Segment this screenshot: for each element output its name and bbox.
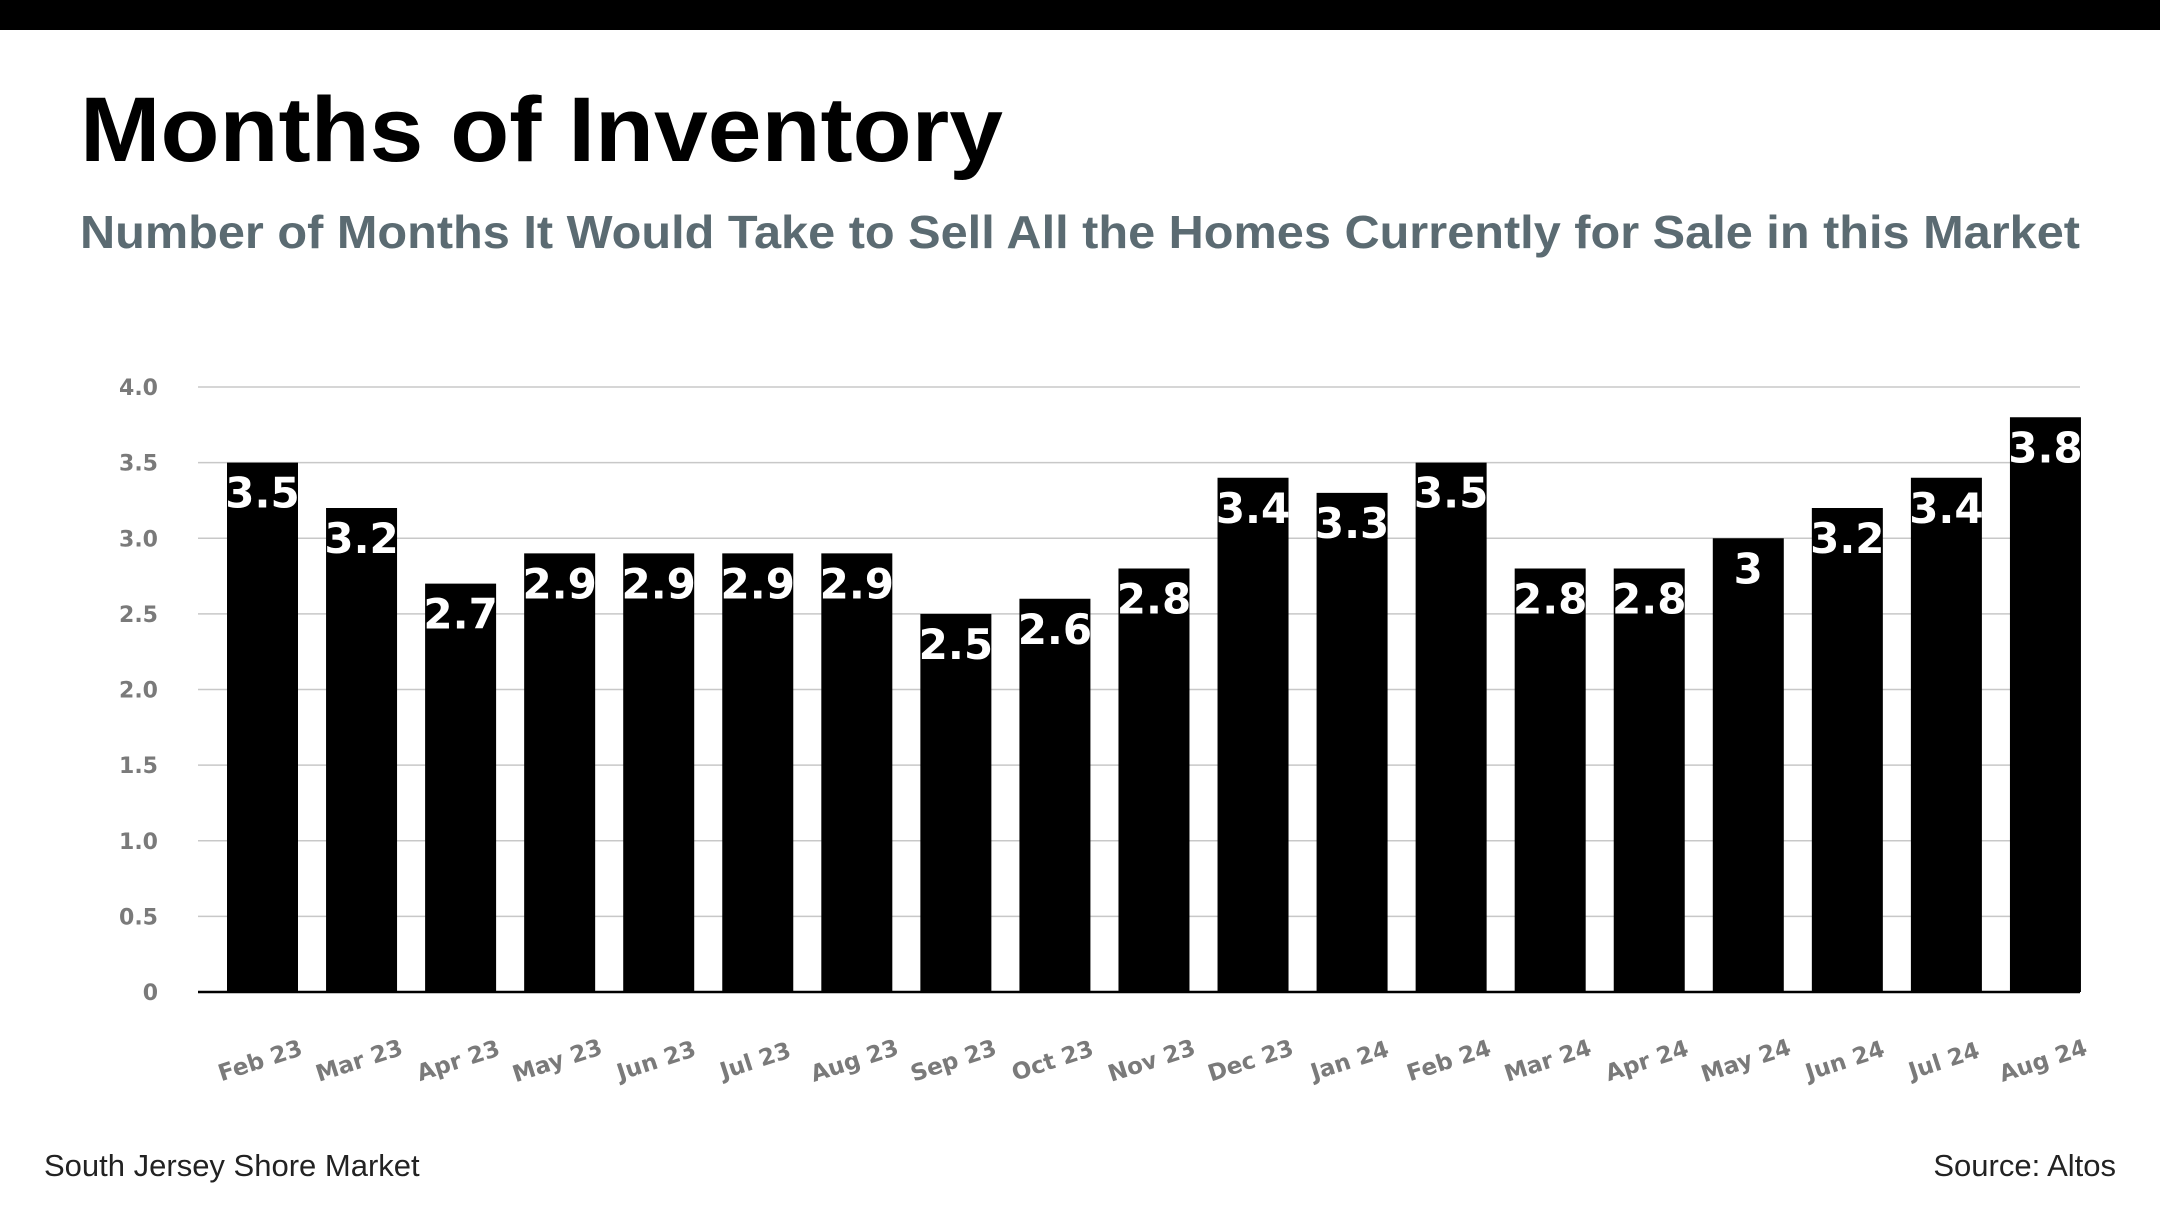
bar [1415,462,1487,992]
bar [821,553,893,992]
y-tick-label: 2.5 [119,603,158,628]
data-label: 3 [1734,544,1763,593]
x-tick-label: Jun 24 [1801,1036,1888,1086]
y-tick-label: 3.0 [119,527,158,552]
data-label: 3.2 [1810,514,1884,563]
y-tick-label: 1.5 [119,754,158,779]
y-axis-ticks: 0 0.5 1.0 1.5 2.0 2.5 3.0 3.5 4.0 [119,376,158,1006]
data-label: 2.5 [919,620,993,669]
x-tick-label: Jul 24 [1904,1038,1983,1086]
footer-source: Source: Altos [1933,1148,2116,1183]
data-label: 2.8 [1117,575,1191,624]
data-label: 3.4 [1909,484,1983,533]
data-label: 2.8 [1513,575,1587,624]
bar [2009,417,2081,992]
data-label: 3.5 [225,469,299,518]
bar [1316,492,1388,992]
y-tick-label: 0 [143,981,158,1006]
x-tick-label: Feb 24 [1404,1036,1495,1088]
x-tick-label: Nov 23 [1105,1035,1199,1088]
x-tick-label: Aug 23 [808,1035,902,1088]
data-label: 3.3 [1315,499,1389,548]
x-tick-label: Feb 23 [215,1036,306,1088]
bar [1217,477,1289,992]
data-label: 3.5 [1414,469,1488,518]
data-label: 3.4 [1216,484,1290,533]
bar [1811,508,1883,992]
bar [623,553,695,992]
y-tick-label: 1.0 [119,830,158,855]
x-tick-label: Aug 24 [1996,1035,2090,1088]
data-label: 2.9 [721,559,795,608]
data-label: 3.8 [2008,423,2082,472]
data-label: 2.9 [622,559,696,608]
bars: 3.5 3.2 2.7 2.9 2.9 2.9 2.9 2.5 2.6 2.8 3.4 3.3 3.5 2… [225,417,2083,992]
bar [227,462,298,992]
footer-market: South Jersey Shore Market [44,1148,420,1183]
data-label: 2.9 [522,559,596,608]
page-subtitle: Number of Months It Would Take to Sell A… [80,206,2080,258]
x-tick-label: May 24 [1698,1035,1794,1088]
bar [1019,598,1091,992]
x-tick-label: Jun 23 [612,1036,699,1086]
data-label: 2.9 [820,559,894,608]
data-label: 3.2 [324,514,398,563]
y-tick-label: 3.5 [119,452,158,477]
bar [1910,477,1982,992]
data-label: 2.6 [1018,605,1092,654]
x-tick-label: Mar 24 [1501,1035,1594,1087]
y-tick-label: 2.0 [119,679,158,704]
bar [326,508,398,992]
bar [722,553,794,992]
bar [1712,538,1784,992]
data-label: 2.7 [423,590,497,639]
x-tick-label: Apr 23 [414,1036,503,1087]
x-tick-label: Jan 24 [1306,1037,1392,1087]
x-tick-label: Dec 23 [1205,1035,1297,1087]
x-tick-label: Apr 24 [1602,1036,1691,1087]
data-label: 2.8 [1612,575,1686,624]
bar [425,583,497,992]
bar [1118,568,1190,992]
bar [920,613,992,992]
x-tick-label: Jul 23 [715,1038,794,1086]
top-bar [0,0,2160,30]
bar [1514,568,1586,992]
y-tick-label: 0.5 [119,905,158,930]
y-tick-label: 4.0 [119,376,158,401]
page-title: Months of Inventory [80,79,1003,181]
x-tick-label: Oct 23 [1009,1036,1097,1087]
x-tick-label: May 23 [509,1035,605,1088]
x-tick-label: Mar 23 [313,1035,406,1087]
x-axis-ticks: Feb 23 Mar 23 Apr 23 May 23 Jun 23 Jul 23 Aug … [215,1035,2090,1088]
bar [1613,568,1685,992]
x-tick-label: Sep 23 [908,1035,1000,1087]
bar [524,553,596,992]
